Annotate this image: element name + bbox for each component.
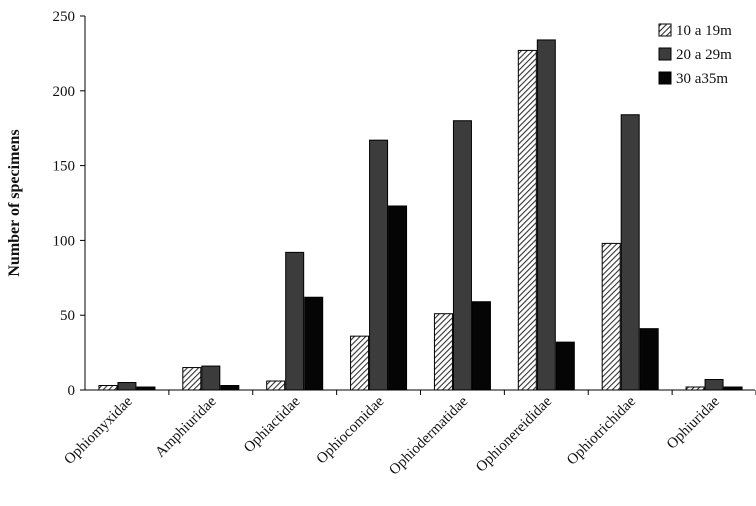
bar (536, 39, 556, 391)
plot-area: 0 50 100 150 200 250 Ophiomyxidae Amphiuridae Op… (53, 9, 756, 478)
bar (285, 251, 305, 391)
x-tick-label: Ophiotrichidae (564, 393, 639, 468)
legend: 10 a 19m 20 a 29m 30 a35m (658, 23, 732, 87)
bar (704, 379, 724, 391)
y-tick-label: 50 (60, 308, 75, 324)
y-tick-label: 150 (53, 159, 76, 175)
x-tick-label: Ophiomyxidae (61, 393, 136, 468)
x-tick-label: Amphiuridae (152, 393, 220, 461)
bar (723, 386, 743, 391)
bar (555, 341, 575, 391)
bar (220, 385, 240, 391)
x-tick-label: Ophiuridae (664, 393, 723, 452)
bar (182, 367, 202, 391)
legend-label: 10 a 19m (676, 23, 732, 39)
y-tick-label: 100 (53, 233, 76, 249)
bar (452, 120, 472, 391)
bar (471, 301, 491, 391)
bar (136, 386, 156, 391)
bar (517, 49, 537, 391)
legend-swatch (658, 71, 672, 85)
bar (388, 205, 408, 391)
legend-swatch (658, 23, 672, 37)
y-tick-label: 200 (53, 84, 76, 100)
bar (620, 114, 640, 391)
y-tick-label: 0 (68, 383, 76, 399)
bar (98, 385, 118, 391)
legend-label: 30 a35m (676, 71, 728, 87)
bar (601, 242, 621, 391)
x-tick-label: Ophiodermatidae (386, 393, 471, 478)
bar (304, 296, 324, 391)
bar (117, 382, 137, 391)
bar (639, 328, 659, 391)
legend-label: 20 a 29m (676, 47, 732, 63)
bar (369, 139, 389, 391)
y-axis-title: Number of specimens (6, 129, 23, 276)
x-tick-label: Ophiocomidae (314, 393, 388, 467)
bar (685, 386, 705, 391)
x-tick-label: Ophiactidae (241, 393, 304, 456)
legend-swatch (658, 47, 672, 61)
bar (201, 365, 221, 391)
x-tick-label: Ophionereididae (473, 393, 555, 475)
bar (350, 335, 370, 391)
bar (433, 313, 453, 391)
bar (266, 380, 286, 391)
y-tick-label: 250 (53, 9, 76, 25)
